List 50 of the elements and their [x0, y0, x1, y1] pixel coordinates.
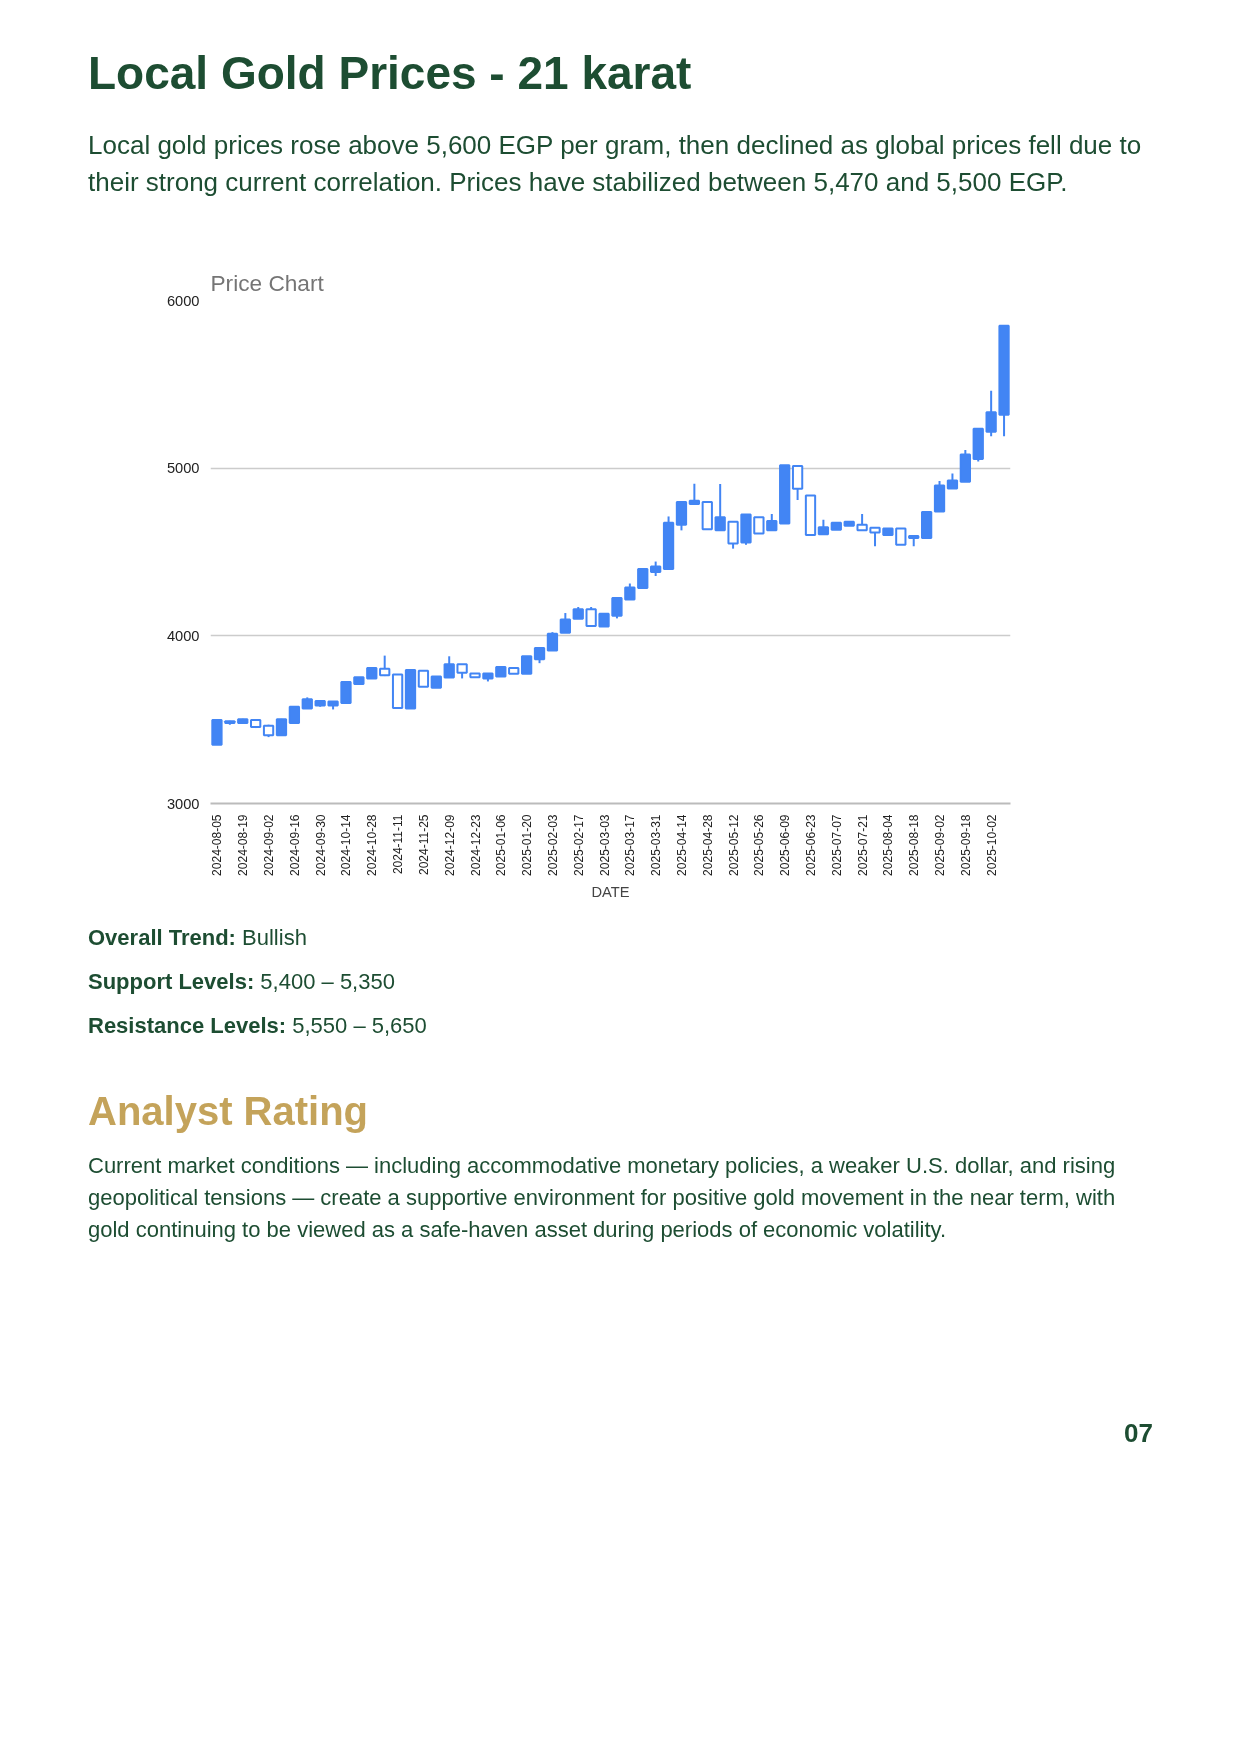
x-tick-label: 2025-09-02 — [933, 814, 948, 876]
x-tick-label: 2024-12-09 — [442, 814, 457, 876]
x-tick-label: 2025-10-02 — [984, 814, 999, 876]
x-tick-label: 2024-10-28 — [365, 814, 380, 876]
x-tick-label: 2025-04-14 — [674, 814, 689, 876]
x-tick-label: 2025-05-12 — [726, 814, 741, 876]
chart-title: Local Gold Prices - 21 karat — [88, 46, 692, 101]
x-tick-label: 2024-08-05 — [210, 814, 225, 876]
x-tick-label: 2024-11-25 — [416, 814, 431, 876]
x-tick-label: 2024-09-16 — [287, 814, 302, 876]
text: Support Levels: 5,400 – 5,350 — [88, 967, 395, 996]
text: Current market conditions — including accommodative monetary policies, a weaker U.S. dollar, and rising geopolitical tensions — create a supportive environment for positive gold movement in the near term, with gold continuing to be viewed as a safe-haven asset during periods of economic volatility. — [88, 1151, 1117, 1244]
candlestick — [688, 482, 701, 505]
chart-subtitle: Price Chart — [210, 269, 325, 296]
x-tick-label: 2024-08-19 — [236, 814, 251, 876]
x-axis-title: DATE — [591, 883, 630, 900]
candlestick — [675, 501, 688, 532]
x-tick-label: 2024-10-14 — [339, 814, 354, 876]
y-tick-label: 3000 — [166, 795, 200, 812]
x-tick-label: 2025-03-17 — [623, 814, 638, 876]
text: Resistance Levels: 5,550 – 5,650 — [88, 1011, 427, 1040]
x-tick-label: 2025-07-21 — [855, 814, 870, 876]
x-tick-label: 2024-12-23 — [468, 814, 483, 876]
x-tick-label: 2025-06-09 — [778, 814, 793, 876]
x-tick-label: 2024-09-30 — [313, 814, 328, 876]
x-tick-label: 2025-01-06 — [494, 814, 509, 876]
text: Analyst Rating — [88, 1087, 369, 1135]
candlestick — [559, 612, 571, 634]
x-tick-label: 2024-11-11 — [391, 814, 406, 875]
x-tick-label: 2025-03-31 — [649, 814, 664, 876]
y-tick-label: 5000 — [166, 460, 200, 477]
x-tick-label: 2025-02-17 — [571, 814, 586, 876]
x-tick-label: 2025-08-04 — [881, 814, 896, 876]
x-tick-label: 2025-01-20 — [520, 814, 535, 876]
y-tick-label: 4000 — [166, 627, 200, 644]
candlestick — [791, 465, 804, 502]
x-tick-label: 2025-02-03 — [545, 814, 560, 876]
x-tick-label: 2025-03-03 — [597, 814, 612, 876]
candlestick — [546, 631, 559, 652]
x-tick-label: 2025-07-07 — [829, 814, 844, 876]
x-tick-label: 2025-09-18 — [958, 814, 973, 876]
text: Local gold prices rose above 5,600 EGP per gram, then declined as global prices fell due to their strong current correlation. Prices have stabilized between 5,470 and 5,500 EGP. — [88, 128, 1143, 200]
text: 07 — [1124, 1417, 1153, 1451]
x-tick-label: 2025-06-23 — [804, 814, 818, 876]
x-tick-label: 2024-09-02 — [262, 814, 277, 876]
x-tick-label: 2025-08-18 — [907, 814, 922, 876]
y-tick-label: 6000 — [166, 292, 200, 309]
text: Overall Trend: Bullish — [88, 924, 307, 953]
x-tick-label: 2025-04-28 — [700, 814, 715, 876]
x-tick-label: 2025-05-26 — [752, 814, 767, 876]
